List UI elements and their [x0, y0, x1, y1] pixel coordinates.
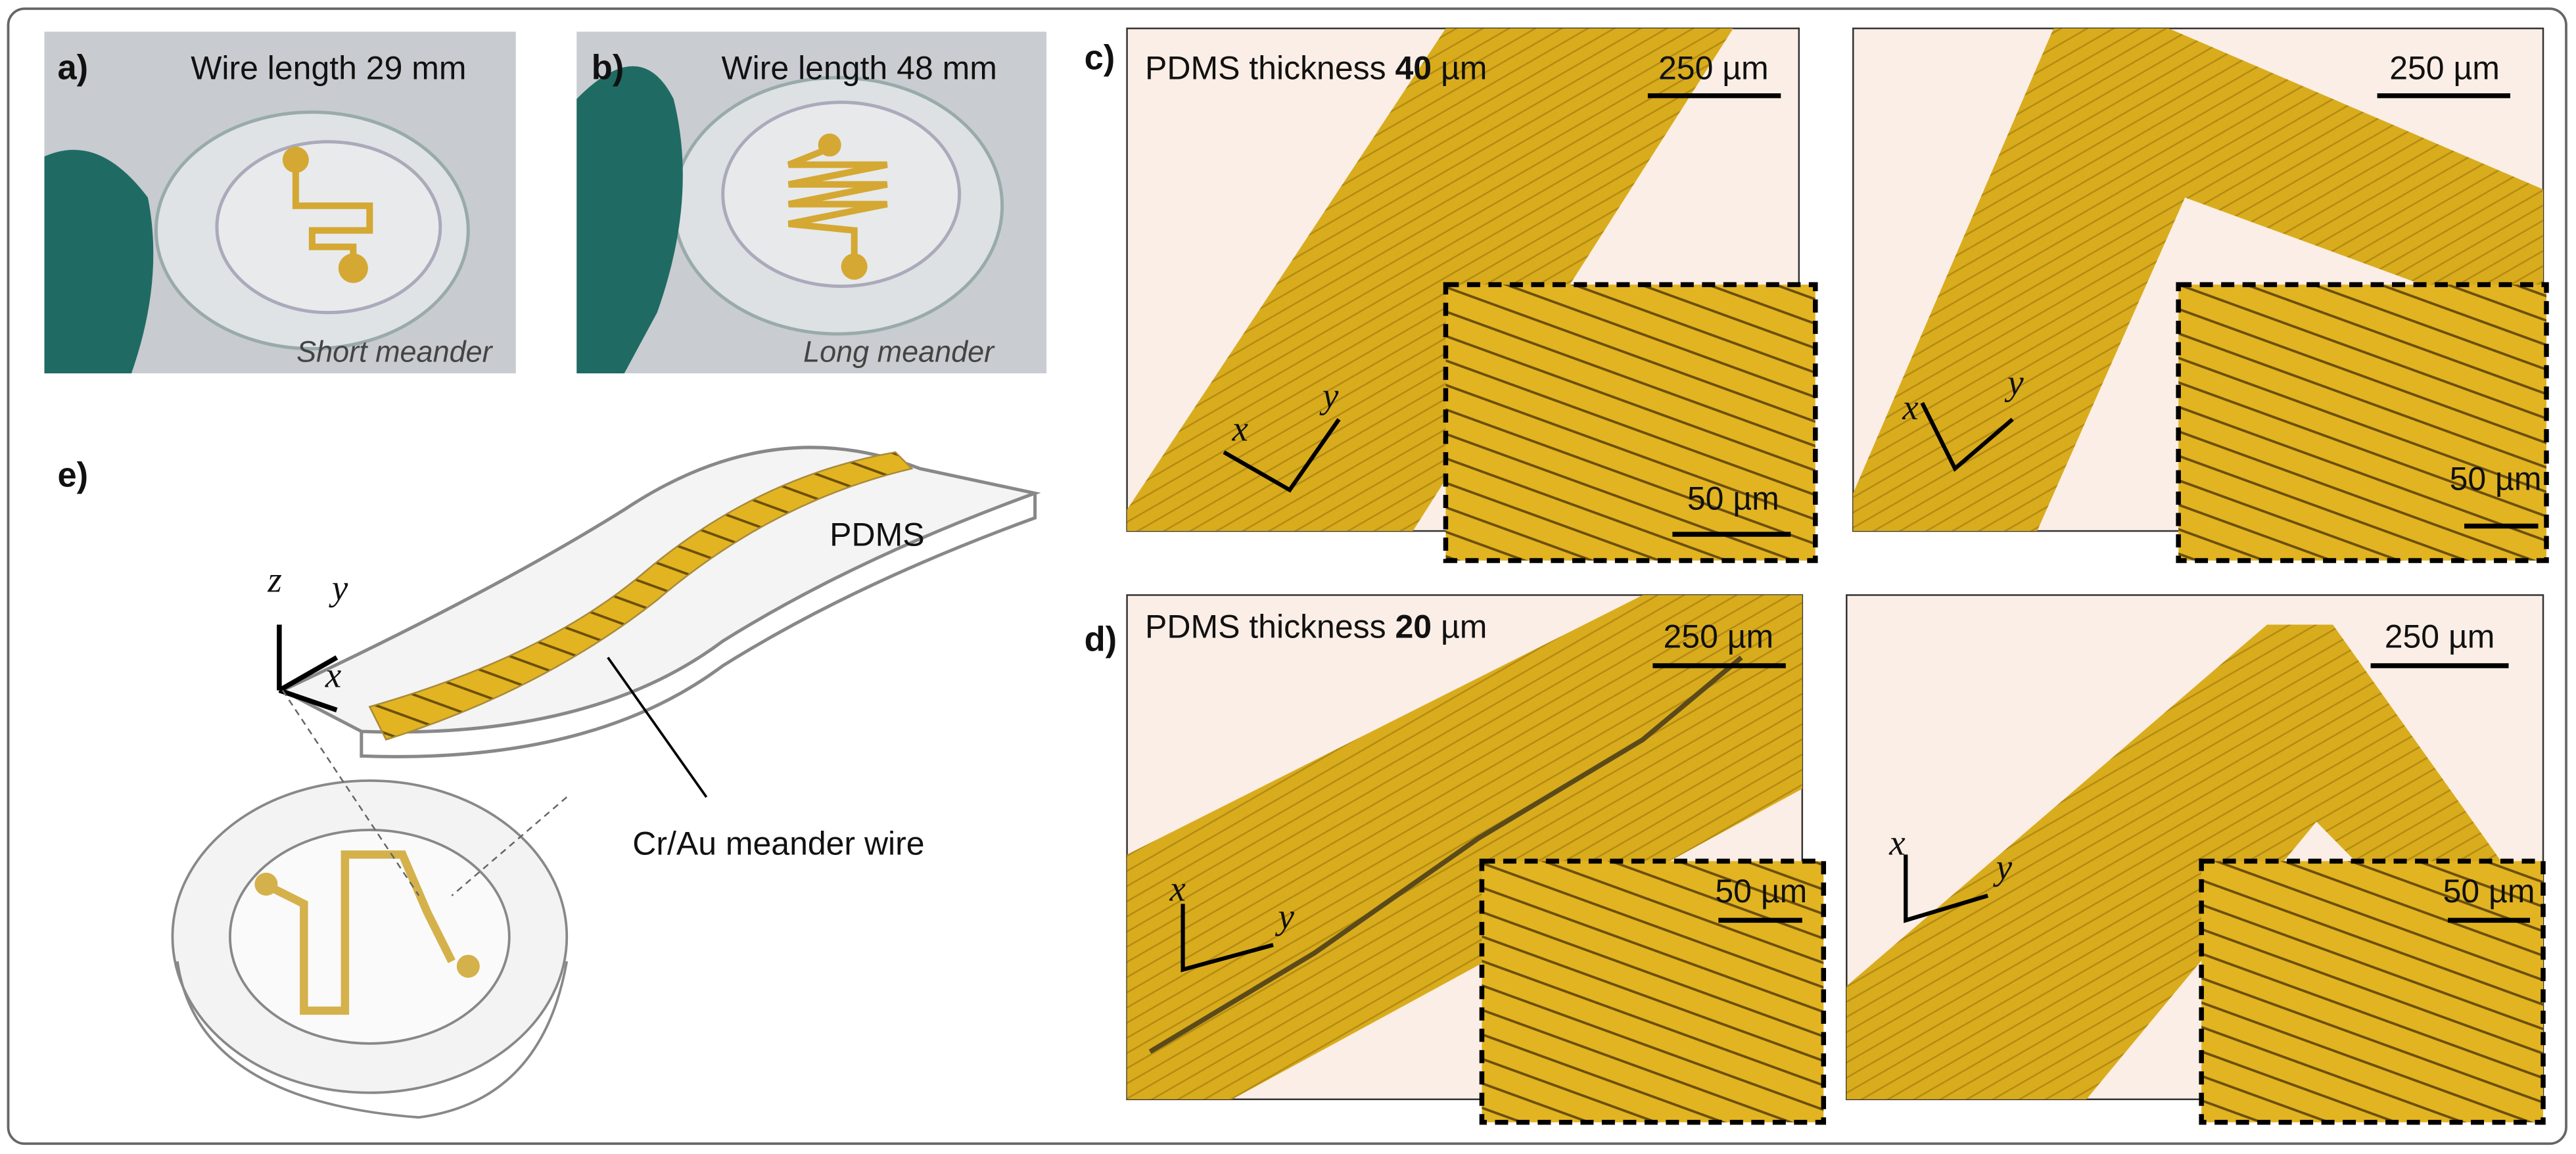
label: y: [329, 568, 348, 608]
label: 250 µm: [2385, 618, 2495, 655]
label: x: [1232, 409, 1248, 449]
label: PDMS thickness 40 µm: [1145, 50, 1487, 87]
label: e): [57, 456, 88, 495]
label-part: PDMS thickness: [1145, 608, 1386, 645]
contact-pad: [338, 253, 368, 283]
label: b): [592, 49, 624, 87]
label: 50 µm: [1687, 480, 1779, 517]
label: x: [1902, 387, 1918, 427]
device-outline: [229, 829, 511, 1045]
drawing: [44, 149, 154, 374]
label: PDMS: [830, 517, 924, 553]
label: x: [1169, 868, 1186, 908]
scale-bar: [607, 657, 708, 798]
label: Cr/Au meander wire: [632, 825, 924, 862]
label: d): [1085, 620, 1117, 658]
contact-pad: [818, 133, 841, 157]
label: 50 µm: [1715, 873, 1807, 910]
drawing: [1181, 904, 1274, 973]
drawing: [576, 66, 683, 374]
sample-band: [1853, 28, 2544, 532]
label-part: µm: [1441, 608, 1487, 645]
label: 250 µm: [1663, 618, 1773, 655]
label-part: µm: [1441, 50, 1487, 87]
drawing: [1148, 655, 1743, 1054]
sample-band: [1127, 28, 1733, 532]
drawing: [277, 624, 339, 712]
image-region: [2199, 858, 2546, 1125]
contact-pad: [282, 147, 309, 173]
drawing: [292, 164, 373, 264]
drawing: [787, 145, 888, 264]
label: PDMS thickness 20 µm: [1145, 608, 1487, 645]
label: 50 µm: [2443, 873, 2535, 910]
label: 50 µm: [2450, 461, 2542, 497]
image-region: [1443, 282, 1818, 563]
scale-bar: [451, 796, 568, 896]
label: x: [1888, 822, 1905, 862]
drawing: [1920, 402, 2014, 473]
label: Long meander: [803, 335, 995, 369]
image-region: [7, 7, 2567, 1145]
label-part: PDMS thickness: [1145, 50, 1386, 87]
label: y: [1275, 896, 1295, 936]
drawing: [1904, 854, 1989, 923]
sample-band: [1846, 624, 2544, 1099]
label: Wire length 48 mm: [722, 50, 997, 87]
label: y: [1319, 376, 1339, 416]
image-region: [2176, 282, 2549, 563]
label-part: 20: [1395, 608, 1432, 645]
contact-pad: [254, 872, 278, 896]
contact-pad: [456, 954, 480, 978]
drawing: [176, 961, 569, 1119]
label: z: [267, 559, 281, 599]
label: Short meander: [296, 335, 493, 369]
label: x: [325, 655, 341, 695]
drawing: [368, 451, 914, 741]
label: y: [1993, 847, 2013, 887]
label: 250 µm: [2389, 50, 2500, 87]
drawing: [360, 493, 1037, 758]
label: y: [2004, 363, 2024, 403]
label-part: 40: [1395, 50, 1432, 87]
drawing: [269, 850, 456, 1015]
contact-pad: [841, 253, 868, 280]
drawing: [1223, 418, 1341, 493]
image-region: [1479, 858, 1827, 1125]
label: Wire length 29 mm: [191, 50, 466, 87]
label: a): [57, 49, 88, 87]
label: 250 µm: [1658, 50, 1769, 87]
label: c): [1085, 39, 1115, 78]
